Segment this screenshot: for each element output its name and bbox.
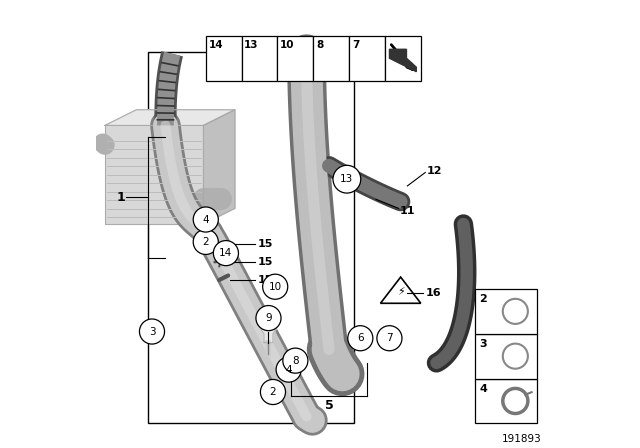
Text: 7: 7 [352,40,359,50]
Text: 191893: 191893 [502,435,541,444]
Text: 13: 13 [244,40,259,50]
Text: 2: 2 [479,294,487,304]
Bar [349,36,385,81]
Text: 4: 4 [479,384,487,394]
Circle shape [348,326,373,351]
Text: 5: 5 [324,399,333,412]
Circle shape [140,319,164,344]
Text: 3: 3 [479,339,486,349]
Text: 4: 4 [202,215,209,224]
Text: 15: 15 [257,275,273,285]
Text: 2: 2 [202,237,209,247]
Text: 15: 15 [257,239,273,249]
Circle shape [262,274,288,299]
Circle shape [213,241,239,266]
Bar [474,334,538,379]
Circle shape [283,348,308,373]
Polygon shape [105,110,235,125]
Text: 9: 9 [265,313,272,323]
Bar [314,36,349,81]
Circle shape [193,229,218,254]
Text: 11: 11 [400,206,415,215]
Bar [147,52,353,423]
Circle shape [256,306,281,331]
Text: 14: 14 [220,248,232,258]
Bar [277,36,314,81]
Text: 15: 15 [257,257,273,267]
Text: 8: 8 [292,356,299,366]
Text: 14: 14 [209,40,223,50]
Text: 4: 4 [285,365,292,375]
Bar [385,36,421,81]
Text: 16: 16 [425,289,441,298]
Circle shape [377,326,402,351]
Text: 13: 13 [340,174,353,184]
Circle shape [276,357,301,382]
Text: 10: 10 [280,40,294,50]
Bar [241,36,277,81]
Text: 6: 6 [357,333,364,343]
Circle shape [193,207,218,232]
Text: 7: 7 [386,333,393,343]
Circle shape [333,165,361,193]
Text: ⚡: ⚡ [397,287,404,297]
Text: 1: 1 [116,190,125,204]
Bar [474,289,538,334]
Text: 3: 3 [148,327,156,336]
Circle shape [260,379,285,405]
Polygon shape [204,110,235,224]
Bar [105,125,204,224]
Polygon shape [261,320,276,343]
Text: 8: 8 [316,40,323,50]
Text: 2: 2 [269,387,276,397]
Bar [474,379,538,423]
Bar [205,36,241,81]
Text: 12: 12 [427,166,442,176]
Text: 10: 10 [269,282,282,292]
Polygon shape [389,49,416,72]
